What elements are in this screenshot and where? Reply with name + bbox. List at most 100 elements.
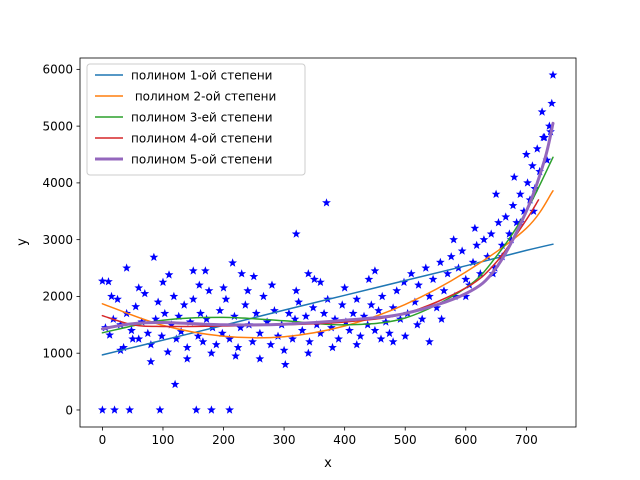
scatter-point [414,280,423,289]
scatter-point [547,98,557,108]
scatter-point [406,269,416,278]
scatter-point [399,277,409,286]
legend-label: полином 2-ой степени [131,90,276,104]
scatter-point [334,334,343,343]
scatter-point [330,314,340,323]
scatter-point [472,240,482,250]
scatter-point [425,291,434,301]
scatter-point [255,354,265,363]
scatter-point [388,303,398,312]
scatter-point [198,337,208,346]
scatter-point [207,348,216,357]
scatter-point [158,277,168,286]
x-axis-label: x [324,456,332,471]
scatter-point [194,280,204,289]
scatter-point [225,405,234,414]
scatter-point [337,300,347,309]
x-tick-label: 700 [515,433,538,447]
scatter-point [528,161,537,170]
scatter-point [196,308,205,318]
scatter-point [140,289,150,298]
scatter-point [506,235,516,244]
scatter-point [428,274,438,284]
scatter-point [233,342,243,352]
scatter-point [113,294,122,303]
scatter-point [290,314,300,323]
scatter-point [468,257,478,267]
scatter-point [127,325,136,335]
scatter-point [542,155,552,164]
scatter-point [174,311,184,320]
scatter-point [316,328,325,338]
scatter-point [529,206,538,215]
scatter-point [370,266,380,275]
y-tick-label: 3000 [42,233,73,247]
scatter-point [479,235,489,244]
plot-area [98,70,558,414]
scatter-point [128,334,138,343]
scatter-point [305,337,314,346]
scatter-point [262,317,272,326]
scatter-point [509,172,519,181]
scatter-point [160,308,170,318]
scatter-point [494,218,503,227]
scatter-point [167,320,176,329]
scatter-point [157,331,167,340]
series-line-4 [101,199,540,328]
scatter-point [193,331,203,340]
scatter-point [191,405,201,414]
scatter-point [230,311,239,320]
scatter-point [366,300,376,309]
scatter-point [450,291,460,301]
legend-label: полином 1-ой степени [131,69,272,83]
scatter-point [497,240,507,250]
scatter-point [98,405,107,414]
scatter-point [170,379,180,389]
scatter-point [308,303,318,312]
scatter-point [204,286,214,295]
legend-label: полином 5-ой степени [131,153,272,167]
scatter-point [143,328,153,338]
scatter-point [219,283,228,292]
scatter-point [188,294,198,303]
x-tick-label: 100 [152,433,175,447]
scatter-point [421,263,431,272]
scatter-point [352,294,362,303]
scatter-point [385,328,394,338]
scatter-point [255,328,265,338]
scatter-point [153,297,163,306]
scatter-point [134,283,144,292]
scatter-point [340,283,349,292]
scatter-point [225,334,234,343]
scatter-point [437,314,446,323]
scatter-point [359,311,369,320]
scatter-point [146,340,156,349]
scatter-point [104,277,113,286]
scatter-point [548,70,558,79]
scatter-point [319,308,329,318]
scatter-point [288,334,297,343]
scatter-point [457,246,467,255]
scatter-point [523,178,532,187]
x-tick-label: 400 [333,433,356,447]
legend-label: полином 4-ой степени [131,132,272,146]
scatter-point [291,286,301,295]
x-tick-label: 200 [212,433,235,447]
axes-frame [79,57,577,428]
scatter-point [201,266,210,275]
scatter-point [134,334,144,343]
scatter-point [512,218,521,227]
scatter-point [236,323,245,332]
scatter-point [185,317,195,326]
scatter-point [107,291,116,301]
scatter-point [131,302,141,311]
scatter-point [279,345,289,355]
scatter-point [207,405,216,414]
scatter-point [392,286,402,295]
scatter-point [538,132,548,142]
scatter-point [270,306,279,315]
scatter-point [243,286,253,295]
scatter-point [303,348,313,357]
scatter-point [388,337,398,346]
